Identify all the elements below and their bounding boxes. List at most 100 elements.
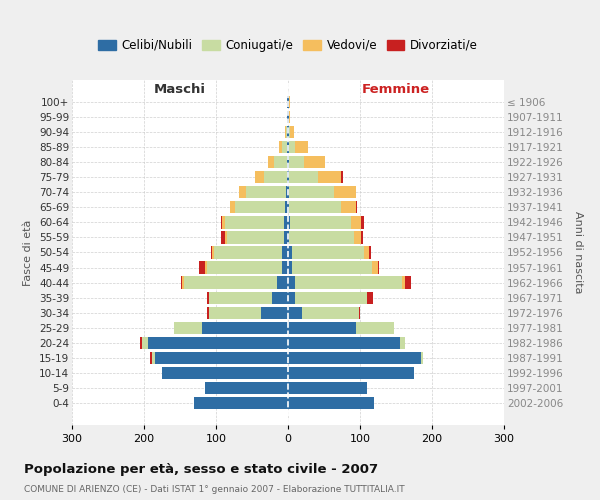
Text: Maschi: Maschi bbox=[154, 84, 206, 96]
Text: COMUNE DI ARIENZO (CE) - Dati ISTAT 1° gennaio 2007 - Elaborazione TUTTITALIA.IT: COMUNE DI ARIENZO (CE) - Dati ISTAT 1° g… bbox=[24, 485, 404, 494]
Bar bbox=[361, 216, 364, 228]
Bar bbox=[155, 352, 288, 364]
Bar bbox=[140, 336, 142, 349]
Bar bbox=[223, 216, 226, 228]
Bar bbox=[288, 171, 289, 183]
Text: Femmine: Femmine bbox=[362, 84, 430, 96]
Bar bbox=[205, 262, 206, 274]
Bar bbox=[148, 336, 288, 349]
Bar bbox=[280, 141, 282, 153]
Bar bbox=[288, 292, 295, 304]
Bar bbox=[184, 276, 277, 289]
Bar bbox=[221, 232, 224, 243]
Bar bbox=[287, 96, 288, 108]
Bar bbox=[214, 246, 282, 258]
Bar bbox=[284, 216, 288, 228]
Bar bbox=[205, 382, 288, 394]
Legend: Celibi/Nubili, Coniugati/e, Vedovi/e, Divorziati/e: Celibi/Nubili, Coniugati/e, Vedovi/e, Di… bbox=[93, 34, 483, 56]
Bar bbox=[288, 262, 292, 274]
Bar bbox=[260, 306, 288, 319]
Bar bbox=[288, 186, 289, 198]
Bar bbox=[356, 201, 357, 213]
Bar bbox=[208, 306, 209, 319]
Bar bbox=[209, 306, 260, 319]
Bar bbox=[289, 156, 304, 168]
Bar bbox=[142, 336, 148, 349]
Bar bbox=[151, 352, 152, 364]
Bar bbox=[206, 262, 282, 274]
Bar bbox=[354, 232, 361, 243]
Bar bbox=[302, 306, 359, 319]
Bar bbox=[288, 382, 367, 394]
Bar bbox=[290, 216, 352, 228]
Bar bbox=[226, 216, 284, 228]
Bar bbox=[400, 336, 406, 349]
Text: Popolazione per età, sesso e stato civile - 2007: Popolazione per età, sesso e stato civil… bbox=[24, 462, 378, 475]
Bar bbox=[289, 171, 318, 183]
Bar bbox=[288, 276, 295, 289]
Bar bbox=[289, 126, 290, 138]
Bar bbox=[212, 246, 214, 258]
Bar bbox=[288, 336, 400, 349]
Bar bbox=[288, 201, 289, 213]
Bar bbox=[285, 201, 288, 213]
Bar bbox=[277, 276, 288, 289]
Bar bbox=[285, 126, 286, 138]
Bar bbox=[288, 96, 289, 108]
Bar bbox=[194, 397, 288, 409]
Bar bbox=[255, 171, 263, 183]
Bar bbox=[263, 171, 287, 183]
Bar bbox=[295, 292, 367, 304]
Bar bbox=[341, 201, 356, 213]
Bar bbox=[334, 186, 356, 198]
Bar bbox=[289, 232, 354, 243]
Bar bbox=[162, 367, 288, 379]
Bar bbox=[235, 201, 285, 213]
Bar bbox=[318, 171, 341, 183]
Bar bbox=[221, 216, 223, 228]
Bar bbox=[288, 232, 289, 243]
Bar bbox=[289, 201, 341, 213]
Bar bbox=[272, 292, 288, 304]
Bar bbox=[304, 156, 325, 168]
Bar bbox=[287, 126, 288, 138]
Bar bbox=[288, 216, 290, 228]
Bar bbox=[292, 246, 364, 258]
Bar bbox=[356, 322, 394, 334]
Bar bbox=[230, 201, 235, 213]
Bar bbox=[287, 171, 288, 183]
Bar bbox=[211, 246, 212, 258]
Bar bbox=[361, 232, 363, 243]
Bar bbox=[288, 352, 421, 364]
Bar bbox=[378, 262, 379, 274]
Bar bbox=[406, 276, 411, 289]
Bar bbox=[287, 156, 288, 168]
Bar bbox=[287, 110, 288, 123]
Bar bbox=[181, 276, 182, 289]
Bar bbox=[174, 322, 202, 334]
Bar bbox=[288, 141, 289, 153]
Bar bbox=[282, 246, 288, 258]
Bar bbox=[268, 156, 274, 168]
Bar bbox=[288, 246, 292, 258]
Bar bbox=[289, 141, 295, 153]
Bar bbox=[246, 186, 286, 198]
Bar bbox=[288, 367, 414, 379]
Bar bbox=[402, 276, 406, 289]
Bar bbox=[421, 352, 424, 364]
Bar bbox=[284, 232, 288, 243]
Bar bbox=[289, 96, 290, 108]
Bar bbox=[295, 141, 308, 153]
Bar bbox=[341, 171, 343, 183]
Bar bbox=[288, 322, 356, 334]
Bar bbox=[359, 306, 360, 319]
Bar bbox=[367, 292, 373, 304]
Bar bbox=[227, 232, 284, 243]
Y-axis label: Anni di nascita: Anni di nascita bbox=[573, 211, 583, 294]
Bar bbox=[182, 276, 184, 289]
Y-axis label: Fasce di età: Fasce di età bbox=[23, 220, 34, 286]
Bar bbox=[292, 262, 372, 274]
Bar bbox=[274, 156, 287, 168]
Bar bbox=[202, 322, 288, 334]
Bar bbox=[288, 156, 289, 168]
